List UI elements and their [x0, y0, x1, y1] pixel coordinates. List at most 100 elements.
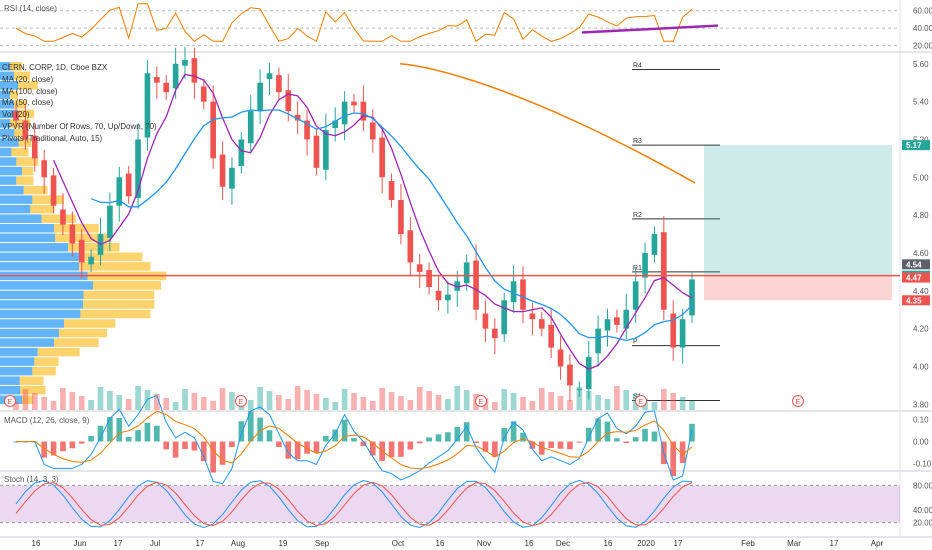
volume-bar	[351, 393, 357, 410]
volume-bar	[314, 394, 320, 410]
macd-histogram-bar	[436, 434, 442, 441]
macd-histogram-bar	[163, 442, 169, 450]
volume-bar	[670, 393, 676, 410]
candle-body	[257, 83, 263, 111]
volume-bar	[623, 390, 629, 410]
stoch-title: Stoch (14, 3, 3)	[4, 474, 59, 485]
volume-bar	[614, 386, 620, 410]
vp-row-up	[0, 214, 42, 223]
volume-bar	[661, 389, 667, 410]
volume-bar	[370, 401, 376, 410]
volume-bar	[70, 392, 76, 410]
candle-body	[398, 200, 404, 234]
legend-vpvr: VPVR (Number Of Rows, 70, Up/Down, 70)	[2, 121, 157, 133]
volume-bar	[605, 399, 611, 410]
candle-body	[548, 325, 554, 348]
legend-ma20: MA (20, close)	[2, 74, 157, 86]
legend-ma100: MA (100, close)	[2, 86, 157, 98]
vp-row-down	[16, 176, 33, 185]
candle-body	[530, 314, 536, 320]
candle-body	[417, 264, 423, 272]
candle-body	[558, 349, 564, 366]
candle-body	[652, 234, 658, 255]
candle-body	[473, 261, 479, 310]
candle-body	[520, 279, 526, 309]
pivot-label: R2	[633, 212, 642, 219]
volume-bar	[135, 386, 141, 410]
vp-row-up	[0, 186, 24, 195]
volume-bar	[107, 391, 113, 410]
macd-histogram-bar	[567, 442, 573, 450]
vp-row-up	[0, 195, 32, 204]
vp-row-down	[54, 224, 99, 233]
macd-histogram-bar	[201, 442, 207, 462]
earnings-label: E	[8, 399, 13, 406]
vp-row-down	[32, 195, 63, 204]
price-tick-label: 5.60	[913, 60, 929, 69]
legend-ma50: MA (50, close)	[2, 97, 157, 109]
earnings-label: E	[796, 399, 801, 406]
vp-row-up	[0, 386, 20, 395]
volume-bar	[548, 392, 554, 410]
price-tag-label: 4.35	[906, 296, 922, 305]
candle-body	[370, 122, 376, 139]
macd-histogram-bar	[558, 442, 564, 449]
candle-body	[107, 206, 113, 238]
x-tick-label: 16	[604, 539, 613, 548]
volume-bar	[595, 395, 601, 410]
volume-bar	[567, 400, 573, 410]
vp-row-up	[0, 281, 93, 290]
macd-histogram-bar	[642, 429, 648, 442]
candle-body	[79, 240, 85, 263]
vp-row-up	[0, 234, 55, 243]
macd-histogram-bar	[577, 442, 583, 443]
macd-histogram-bar	[173, 442, 179, 458]
rsi-tick-label: 40.00	[913, 24, 932, 33]
x-tick-label: Apr	[871, 539, 884, 548]
volume-bar	[201, 397, 207, 410]
ma50-line	[91, 110, 692, 341]
macd-histogram-bar	[60, 442, 66, 452]
macd-histogram-bar	[276, 442, 282, 447]
x-tick-label: Feb	[741, 539, 755, 548]
vp-row-down	[38, 348, 80, 357]
candle-body	[642, 253, 648, 278]
vp-row-up	[0, 310, 80, 319]
vp-row-down	[83, 300, 154, 309]
x-tick-label: Mar	[787, 539, 801, 548]
volume-bar	[577, 387, 583, 410]
x-tick-label: 16	[525, 539, 534, 548]
volume-bar	[79, 396, 85, 410]
vp-row-down	[59, 329, 107, 338]
volume-bar	[464, 390, 470, 410]
volume-bar	[210, 401, 216, 410]
x-tick-label: 19	[279, 539, 288, 548]
volume-bar	[192, 393, 198, 410]
candle-body	[567, 365, 573, 386]
x-tick-label: 2020	[637, 539, 655, 548]
vp-row-down	[80, 310, 150, 319]
stoch-band	[0, 485, 900, 522]
candle-body	[586, 357, 592, 389]
x-tick-label: Nov	[477, 539, 491, 548]
x-tick-label: Jul	[150, 539, 160, 548]
legend-vol: Vol (20)	[2, 109, 157, 121]
price-tick-label: 4.00	[913, 362, 929, 371]
macd-histogram-bar	[192, 442, 198, 451]
macd-histogram-bar	[314, 442, 320, 453]
candle-body	[379, 138, 385, 178]
volume-bar	[32, 393, 38, 410]
candle-body	[192, 58, 198, 83]
candle-body	[248, 111, 254, 143]
candle-body	[220, 155, 226, 187]
macd-histogram-bar	[285, 442, 291, 459]
macd-histogram-bar	[633, 437, 639, 441]
candle-body	[661, 232, 667, 310]
macd-histogram-bar	[389, 442, 395, 458]
earnings-label: E	[479, 399, 484, 406]
volume-bar	[398, 396, 404, 410]
volume-bar	[558, 396, 564, 410]
vp-row-up	[0, 300, 83, 309]
volume-bar	[332, 402, 338, 410]
x-tick-label: 17	[114, 539, 123, 548]
